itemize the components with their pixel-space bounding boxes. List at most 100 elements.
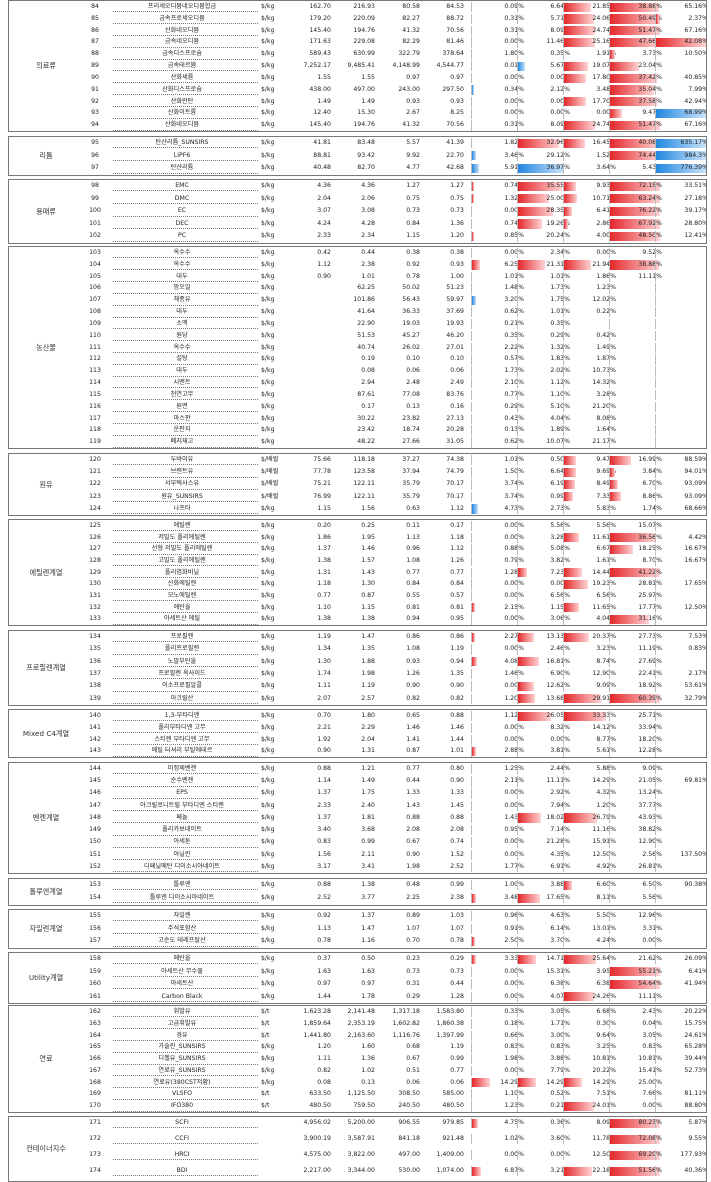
table-row[interactable]: 112 설탕 $/kg 0.19 0.10 0.10 0.57% 1.83% 1.87% [83,354,706,365]
table-row[interactable]: 160 아세트산 $/kg 0.97 0.97 0.31 0.44 0.00% 6.38% 6.3… [83,979,706,990]
table-row[interactable]: 154 톨루엔 디이소시아네이트 $/kg 2.52 3.77 2.25 2.38 3.48%… [83,893,706,904]
table-row[interactable]: 170 IFO380 $/t 480.50 759.50 240.50 480.50 1.23… [83,1101,706,1112]
table-row[interactable]: 137 프로필렌 옥사이드 $/kg 1.74 1.98 1.26 1.35 1.46% 6.9… [83,669,706,680]
table-row[interactable]: 157 고순도 테레프탈산 $/kg 0.78 1.16 0.70 0.78 2.50% 3.7… [83,936,706,947]
table-row[interactable]: 104 옥수수 $/kg 1.12 2.38 0.92 0.93 6.25% 21.31% 21.… [83,259,706,271]
table-row[interactable]: 150 아세톤 $/kg 0.83 0.99 0.67 0.74 0.00% 21.28% 15.… [83,837,706,848]
table-row[interactable]: 92 산화란탄 $/kg 1.49 1.49 0.93 0.93 0.00% 0.00% 17.7… [83,96,706,107]
table-row[interactable]: 131 모노에틸렌 $/kg 0.77 0.87 0.55 0.57 0.00% 6.56% 6.… [83,591,706,602]
table-row[interactable]: 145 순수벤젠 $/kg 1.14 1.49 0.44 0.90 2.11% 11.11% 14… [83,776,706,787]
table-row[interactable]: 86 산화네오디뮴 $/kg 145.40 194.76 41.32 70.56 0.31% 8… [83,25,706,37]
table-row[interactable]: 173 HRCI 4,575.00 3,822.00 497.00 1,409.00 0.0… [83,1150,706,1161]
table-row[interactable]: 132 에탄올 $/kg 1.10 1.15 0.81 0.81 2.15% 1.15% 11.6… [83,602,706,614]
table-row[interactable]: 101 DEC $/kg 4.24 4.28 0.84 1.36 0.74% 19.26% 2.8… [83,218,706,230]
table-row[interactable]: 97 탄산리튬 $/kg 40.48 82.70 4.77 42.68 5.91% 36.97%… [83,163,706,174]
table-row[interactable]: 171 SCFI 4,956.02 5,200.00 906.55 979.85 4.75%… [83,1118,706,1129]
table-row[interactable]: 148 페놀 $/kg 1.37 1.81 0.88 0.88 1.43% 18.02% 26.7… [83,812,706,824]
table-row[interactable]: 155 자일렌 $/kg 0.92 1.37 0.89 1.03 0.96% 4.63% 5.50… [83,911,706,922]
table-row[interactable]: 125 에틸렌 $/kg 0.20 0.25 0.11 0.17 0.00% 5.56% 5.56… [83,521,706,532]
table-row[interactable]: 124 나프타 $/kg 1.15 1.56 0.63 1.12 4.73% 2.73% 5.83… [83,503,706,515]
table-row[interactable]: 134 프로필렌 $/kg 1.19 1.47 0.86 0.86 2.27% 13.13% 20… [83,632,706,643]
table-row[interactable]: 110 원당 $/kg 51.53 45.27 46.20 0.35% 0.29% 0.42% [83,330,706,342]
table-row[interactable]: 153 톨루엔 $/kg 0.88 1.38 0.48 0.99 1.00% 3.88% 6.60… [83,880,706,891]
table-row[interactable]: 138 이소프로필알콜 $/kg 1.11 1.19 0.90 0.90 0.00% 12.62… [83,681,706,692]
table-row[interactable]: 156 주석포함산 $/kg 1.13 1.47 1.07 1.07 0.91% 6.14% 13… [83,923,706,935]
table-row[interactable]: 163 고급휘발유 $/t 1,859.64 2,353.19 1,602.82 1,860… [83,1018,706,1030]
table-row[interactable]: 174 BDI 2,217.00 3,344.00 530.00 1,074.00 6.87… [83,1166,706,1177]
table-row[interactable]: 107 채종유 $/kg 101.86 56.43 59.97 3.20% 1.75% 12.0… [83,295,706,306]
table-row[interactable]: 106 팜오일 $/kg 62.25 50.02 51.23 1.48% 1.73% 1.23% [83,283,706,294]
table-row[interactable]: 96 LiPF6 $/kg 88.81 93.42 9.92 22.70 3.46% 29.12… [83,150,706,162]
table-row[interactable]: 84 프리세오디뮴네오디뮴합금 $/kg 162.70 216.93 80.58 84.53… [83,2,706,13]
table-row[interactable]: 172 CCFI 3,900.19 3,587.91 841.18 921.48 1.02%… [83,1134,706,1145]
table-row[interactable]: 128 고밀도 폴리에틸렌 $/kg 1.38 1.57 1.08 1.26 0.79% 3.8… [83,556,706,567]
table-row[interactable]: 119 폐지재고 $/kg 48.22 27.66 31.05 0.62% 10.07% 21.… [83,437,706,448]
table-row[interactable]: 167 연료유_SUNSIRS $/kg 0.82 1.02 0.51 0.77 0.00% 7… [83,1065,706,1077]
table-row[interactable]: 100 EC $/kg 3.07 3.08 0.73 0.73 0.00% 28.35% 6.41… [83,206,706,217]
table-row[interactable]: 135 폴리프로필렌 $/kg 1.34 1.35 1.08 1.19 0.00% 2.46% 3… [83,644,706,655]
table-row[interactable]: 147 아크릴로니트릴 부타디엔 스티렌 $/kg 2.33 2.40 1.43 1.45 0… [83,800,706,812]
table-row[interactable]: 165 가솔린_SUNSIRS $/kg 1.20 1.60 0.68 1.19 0.83% 0… [83,1042,706,1053]
table-row[interactable]: 143 메틸 터셔리 부틸에테르 $/kg 0.90 1.31 0.87 1.01 2.88%… [83,746,706,757]
period-low: 36.33 [402,308,420,316]
row-number: 165 [89,1043,101,1051]
change-cell: 5.43% [609,163,664,174]
table-row[interactable]: 118 운판지 $/kg 23.42 18.74 20.28 0.13% 1.89% 1.64% [83,425,706,436]
table-row[interactable]: 142 스티렌 부타디엔 고무 $/kg 1.92 2.04 1.41 1.44 0.00% 0… [83,734,706,745]
table-row[interactable]: 102 PC $/kg 2.33 2.34 1.15 1.20 0.85% 20.24% 4.00… [83,231,706,242]
table-row[interactable]: 141 폴리부타디엔 고무 $/kg 2.21 2.29 1.46 1.46 0.00% 8.3… [83,722,706,734]
table-row[interactable]: 161 Carbon Black $/kg 1.44 1.78 0.29 1.28 0.00%… [83,991,706,1002]
table-row[interactable]: 89 금속테르븀 $/kg 7,252.17 9,485.41 4,148.99 4,544… [83,61,706,72]
table-row[interactable]: 158 메탄올 $/kg 0.37 0.50 0.23 0.29 3.33% 14.71% 25.… [83,954,706,965]
cell-divider [517,602,518,613]
table-row[interactable]: 95 탄산리튬_SUNSIRS $/kg 41.81 83.48 5.57 41.39 1.8… [83,138,706,149]
table-row[interactable]: 166 디젤유_SUNSIRS $/kg 1.11 1.36 0.67 0.99 1.98% 3… [83,1054,706,1065]
change-value: 0.83% [550,1043,570,1051]
table-row[interactable]: 133 아세트산 에틸 $/kg 1.38 1.38 0.94 0.95 0.00% 3.06%… [83,614,706,625]
table-row[interactable]: 109 소맥 $/kg 22.90 19.03 19.93 0.21% 0.35% [83,318,706,330]
table-row[interactable]: 140 1,3-부타디엔 $/kg 0.70 1.80 0.65 0.88 1.12% 26.0… [83,711,706,722]
table-row[interactable]: 111 옥수수 $/kg 40.74 26.02 27.01 2.22% 1.32% 1.49% [83,342,706,353]
table-row[interactable]: 127 선형 저밀도 폴리에틸렌 $/kg 1.37 1.46 0.96 1.12 0.88%… [83,544,706,555]
table-row[interactable]: 85 금속프로세오디뮴 $/kg 179.20 220.09 82.27 88.72 0.31… [83,13,706,25]
table-row[interactable]: 121 브렌트유 $/배럴 77.78 123.58 37.94 74.79 1.50% 6.6… [83,467,706,478]
table-row[interactable]: 87 금속네오디뮴 $/kg 171.63 229.08 82.29 81.46 0.00% 1… [83,37,706,48]
table-row[interactable]: 88 금속디스프로슘 $/kg 589.43 630.99 322.79 378.64 1.8… [83,49,706,60]
table-row[interactable]: 116 원면 $/kg 0.17 0.13 0.16 0.29% 5.10% 21.20% [83,401,706,413]
table-row[interactable]: 129 폴리염화비닐 $/kg 1.31 1.43 0.77 0.77 1.28% 7.23% 1… [83,567,706,579]
table-row[interactable]: 113 대두 $/kg 0.08 0.06 0.06 1.73% 2.02% 10.73% [83,366,706,377]
table-row[interactable]: 90 산화세륨 $/kg 1.55 1.55 0.97 0.97 0.00% 0.00% 17.8… [83,72,706,84]
table-row[interactable]: 152 디페닐메탄 디이소시아네이트 $/kg 3.17 3.41 1.98 2.52 1.7… [83,861,706,873]
table-row[interactable]: 162 휘발유 $/t 1,623.28 2,141.48 1,317.18 1,583.8… [83,1007,706,1018]
table-row[interactable]: 94 산화네오디뮴 $/kg 145.40 194.76 41.32 70.56 0.31% 8… [83,120,706,131]
table-row[interactable]: 168 연료유(380CST저황) $/kg 0.08 0.13 0.06 0.06 14.2… [83,1077,706,1089]
table-row[interactable]: 91 산화디스프로슘 $/kg 438.00 497.00 243.00 297.50 0.3… [83,84,706,96]
table-row[interactable]: 98 EMC $/kg 4.36 4.36 1.27 1.27 0.74% 35.55% 9.93… [83,181,706,192]
table-row[interactable]: 136 노말부탄올 $/kg 1.30 1.88 0.93 0.94 4.08% 16.81% 8… [83,656,706,668]
table-row[interactable]: 151 아닐린 $/kg 1.56 2.11 0.90 1.52 0.00% 4.35% 12.5… [83,849,706,860]
table-row[interactable]: 149 폴리카보네이트 $/kg 3.40 3.68 2.08 2.08 0.95% 7.14%… [83,825,706,836]
table-row[interactable]: 126 저밀도 폴리에틸렌 $/kg 1.86 1.95 1.13 1.18 0.00% 3.2… [83,532,706,544]
table-row[interactable]: 144 미정제벤젠 $/kg 0.88 1.21 0.77 0.80 1.25% 2.44% 5.… [83,764,706,775]
table-row[interactable]: 130 산화에틸렌 $/kg 1.18 1.30 0.84 0.84 0.00% 0.00% 19… [83,579,706,590]
table-row[interactable]: 115 천연고무 $/kg 87.61 77.08 83.76 0.77% 1.10% 3.28… [83,389,706,401]
table-row[interactable]: 159 아세트산 무수물 $/kg 1.63 1.63 0.73 0.73 0.00% 15.3… [83,966,706,977]
change-value: 63.24% [638,194,662,202]
table-row[interactable]: 99 DMC $/kg 2.04 2.06 0.75 0.75 1.32% 25.00% 10.7… [83,193,706,204]
table-row[interactable]: 123 원유_SUNSIRS $/배럴 76.99 122.11 35.79 70.17 3.… [83,491,706,502]
change-value: 0.35% [550,319,570,327]
table-row[interactable]: 114 시멘트 $/kg 2.94 2.48 2.49 2.10% 1.12% 14.32% [83,378,706,389]
table-row[interactable]: 105 대두 $/kg 0.90 1.01 0.78 1.00 1.01% 1.01% 1.86%… [83,271,706,283]
table-row[interactable]: 146 EPS $/kg 1.37 1.75 1.33 1.33 0.00% 2.92% 4.32… [83,788,706,799]
table-row[interactable]: 103 옥수수 $/kg 0.42 0.44 0.38 0.38 0.00% 2.34% 0.00… [83,248,706,259]
table-row[interactable]: 117 마스판 $/kg 30.22 23.82 27.13 0.43% 4.04% 8.08% [83,413,706,424]
table-row[interactable]: 122 서부텍사스유 $/배럴 75.21 122.11 35.79 70.17 3.74% 6… [83,479,706,490]
table-row[interactable]: 164 경유 $/t 1,441.80 2,163.60 1,116.76 1,397.99… [83,1030,706,1041]
change-value: 81.11% [684,1090,707,1098]
commodity-name: 주석포함산 [167,924,197,932]
table-row[interactable]: 139 아크릴산 $/kg 2.07 2.57 0.82 0.82 1.20% 13.68% 29… [83,693,706,705]
table-row[interactable]: 169 VLSFO $/t 633.50 1,125.50 308.50 585.00 1.1… [83,1089,707,1100]
table-row[interactable]: 120 두바이유 $/배럴 75.66 118.18 37.27 74.38 1.01% 0.5… [83,455,706,466]
table-row[interactable]: 108 대두 $/kg 41.64 36.33 37.69 0.62% 1.01% 0.22% [83,307,706,318]
table-row[interactable]: 93 산화이트륨 $/kg 12.40 15.30 2.67 8.25 0.00% 0.00% 0… [83,108,706,119]
